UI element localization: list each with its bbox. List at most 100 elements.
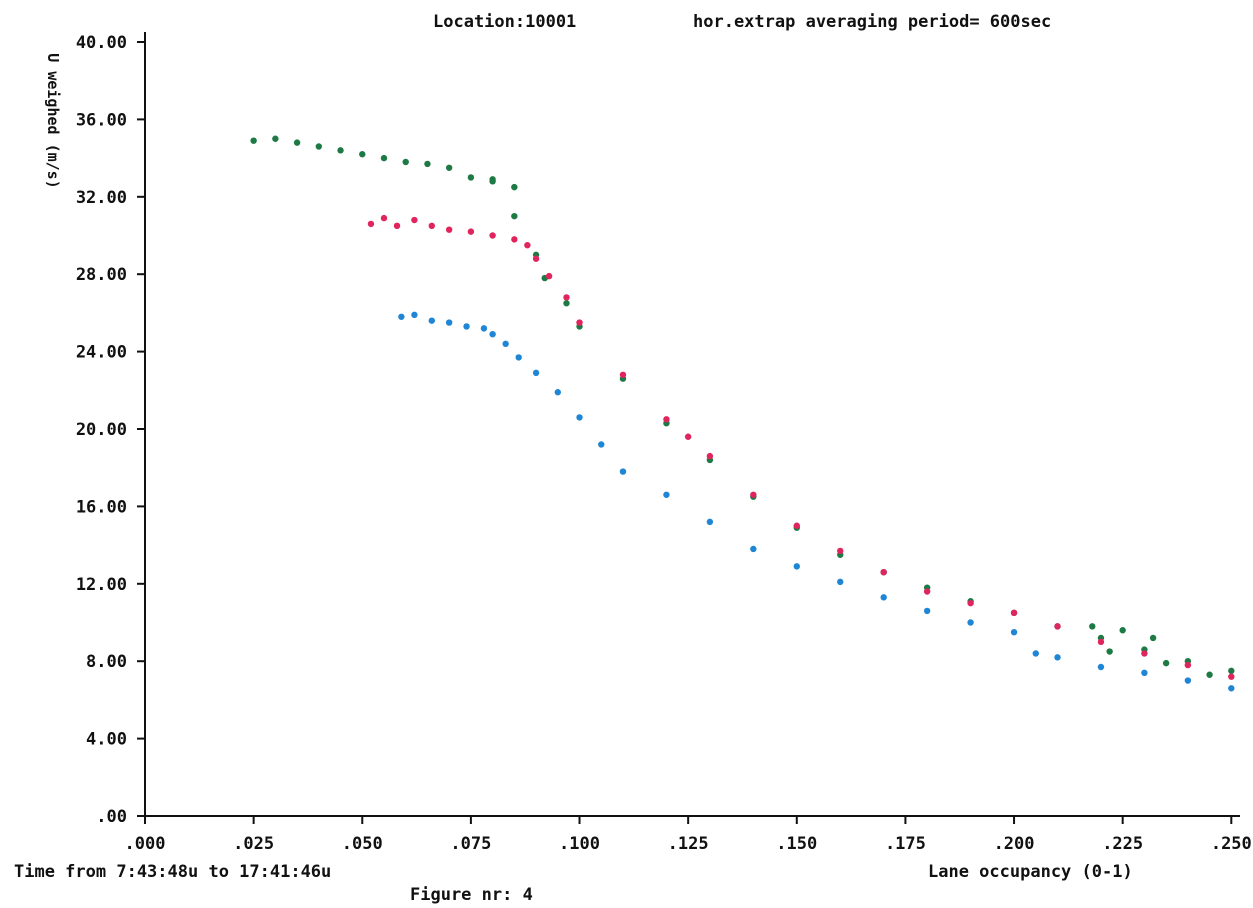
data-point bbox=[1097, 663, 1105, 671]
data-point bbox=[445, 226, 453, 233]
data-point bbox=[367, 220, 375, 228]
data-point bbox=[380, 214, 388, 222]
axes bbox=[144, 32, 1240, 817]
series-1 bbox=[367, 214, 1235, 680]
data-point bbox=[1054, 654, 1061, 661]
data-point bbox=[489, 232, 496, 239]
data-point bbox=[463, 323, 470, 330]
data-point bbox=[428, 317, 435, 324]
data-point bbox=[576, 414, 583, 421]
data-point bbox=[402, 158, 409, 166]
data-point bbox=[706, 518, 714, 526]
data-point bbox=[684, 433, 692, 440]
data-point bbox=[880, 594, 887, 601]
y-tick-label: 16.00 bbox=[76, 497, 127, 517]
x-tick-label: .250 bbox=[1211, 834, 1252, 854]
x-tick-label: .050 bbox=[342, 834, 383, 854]
series-0 bbox=[250, 135, 1235, 678]
data-point bbox=[467, 228, 475, 235]
data-point bbox=[837, 547, 844, 555]
data-point bbox=[424, 160, 431, 168]
data-point bbox=[250, 137, 257, 144]
y-tick-label: 20.00 bbox=[76, 420, 127, 440]
data-point bbox=[524, 241, 531, 249]
x-tick-label: .100 bbox=[559, 834, 600, 854]
data-point bbox=[502, 340, 509, 348]
data-point bbox=[663, 416, 670, 423]
data-point bbox=[793, 522, 800, 529]
y-tick-label: 8.00 bbox=[86, 652, 127, 672]
y-tick-label: 24.00 bbox=[76, 343, 127, 363]
series-2 bbox=[398, 311, 1235, 692]
y-tick-label: 4.00 bbox=[86, 730, 127, 750]
data-point bbox=[428, 222, 435, 230]
data-point bbox=[1228, 667, 1235, 675]
data-point bbox=[837, 578, 844, 586]
x-tick-label: .150 bbox=[776, 834, 817, 854]
data-point bbox=[706, 452, 714, 460]
data-point bbox=[489, 330, 496, 338]
x-tick-label: .175 bbox=[885, 834, 926, 854]
data-point bbox=[445, 319, 453, 326]
y-tick-label: 40.00 bbox=[76, 33, 127, 53]
data-point bbox=[880, 568, 887, 576]
data-point bbox=[1010, 609, 1018, 617]
data-point bbox=[293, 139, 301, 146]
y-tick-label: 28.00 bbox=[76, 265, 127, 285]
ticks: .00 4.00 8.00 12.00 16.00 20.00 24.00 28.00 32.0… bbox=[76, 33, 1252, 854]
x-axis-title: Lane occupancy (0-1) bbox=[928, 862, 1133, 882]
x-tick-label: .125 bbox=[668, 834, 709, 854]
time-range-label: Time from 7:43:48u to 17:41:46u bbox=[14, 862, 332, 882]
data-point bbox=[1184, 661, 1192, 669]
chart-header-period: hor.extrap averaging period= 600sec bbox=[693, 12, 1052, 32]
data-point bbox=[563, 294, 570, 301]
data-marks bbox=[250, 135, 1235, 692]
x-tick-label: .000 bbox=[125, 834, 166, 854]
data-point bbox=[563, 300, 570, 307]
x-tick-label: .200 bbox=[994, 834, 1035, 854]
data-point bbox=[1032, 650, 1039, 657]
data-point bbox=[1228, 685, 1235, 692]
data-point bbox=[545, 272, 553, 280]
data-point bbox=[337, 147, 344, 154]
data-point bbox=[923, 588, 931, 595]
data-point bbox=[1162, 659, 1170, 667]
data-point bbox=[967, 619, 974, 626]
data-point bbox=[515, 354, 522, 361]
data-point bbox=[532, 255, 540, 262]
data-point bbox=[380, 154, 388, 162]
data-point bbox=[598, 441, 605, 448]
data-point bbox=[750, 545, 757, 553]
data-point bbox=[923, 607, 931, 615]
x-tick-label: .075 bbox=[450, 834, 491, 854]
y-tick-label: 12.00 bbox=[76, 575, 127, 595]
data-point bbox=[1228, 673, 1235, 680]
data-point bbox=[398, 313, 405, 320]
data-point bbox=[411, 311, 418, 319]
data-point bbox=[532, 369, 540, 377]
data-point bbox=[1206, 671, 1213, 678]
data-point bbox=[489, 176, 496, 183]
data-point bbox=[1054, 623, 1061, 630]
data-point bbox=[1141, 669, 1148, 677]
data-point bbox=[359, 151, 366, 158]
chart-header-location: Location:10001 bbox=[433, 12, 577, 32]
data-point bbox=[1010, 628, 1018, 636]
figure-number-label: Figure nr: 4 bbox=[410, 885, 533, 905]
data-point bbox=[467, 174, 475, 181]
data-point bbox=[445, 164, 453, 171]
data-point bbox=[750, 491, 757, 498]
data-point bbox=[272, 135, 279, 142]
data-point bbox=[411, 216, 418, 224]
data-point bbox=[393, 222, 401, 230]
data-point bbox=[1119, 627, 1126, 634]
data-point bbox=[511, 183, 518, 191]
data-point bbox=[315, 143, 323, 150]
data-point bbox=[619, 371, 627, 379]
data-point bbox=[1141, 650, 1148, 657]
data-point bbox=[1106, 648, 1113, 655]
y-tick-label: 32.00 bbox=[76, 188, 127, 208]
data-point bbox=[1097, 638, 1105, 646]
y-tick-label: .00 bbox=[96, 807, 127, 827]
